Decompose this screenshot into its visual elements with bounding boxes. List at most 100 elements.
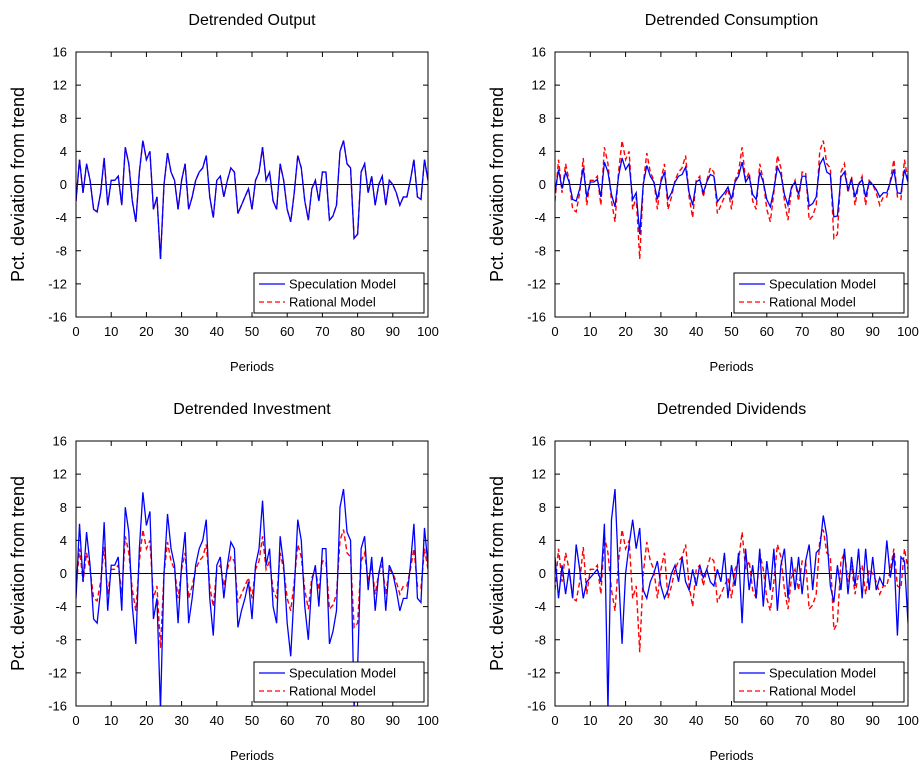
output-y-tick-label: -4 xyxy=(55,210,67,225)
dividends-x-tick-label: 30 xyxy=(654,713,668,728)
investment-x-tick-label: 30 xyxy=(174,713,188,728)
consumption-y-tick-label: 12 xyxy=(532,78,546,93)
dividends-legend-label-speculation: Speculation Model xyxy=(769,666,876,681)
consumption-legend xyxy=(733,272,905,314)
investment-y-tick-label: 16 xyxy=(53,434,67,449)
investment-x-tick-label: 80 xyxy=(350,713,364,728)
consumption-x-axis-label: Periods xyxy=(709,359,754,374)
consumption-y-tick-label: -12 xyxy=(527,276,546,291)
consumption-y-tick-label: -16 xyxy=(527,310,546,325)
output-x-tick-label: 90 xyxy=(386,324,400,339)
investment-y-tick-label: -8 xyxy=(55,632,67,647)
investment-x-tick-label: 70 xyxy=(315,713,329,728)
dividends-x-tick-label: 80 xyxy=(830,713,844,728)
dividends-x-tick-label: 10 xyxy=(583,713,597,728)
consumption-y-tick-label: -8 xyxy=(534,243,546,258)
consumption-x-tick-label: 10 xyxy=(583,324,597,339)
dividends-y-tick-label: 4 xyxy=(539,533,546,548)
output-x-tick-label: 70 xyxy=(315,324,329,339)
dividends-y-tick-label: -8 xyxy=(534,632,546,647)
dividends-y-tick-label: 8 xyxy=(539,500,546,515)
dividends-x-tick-label: 60 xyxy=(760,713,774,728)
investment-y-tick-label: 0 xyxy=(60,566,67,581)
output-y-tick-label: -16 xyxy=(48,310,67,325)
output-legend-label-speculation: Speculation Model xyxy=(289,277,396,292)
dividends-y-tick-label: 12 xyxy=(532,467,546,482)
output-x-tick-label: 50 xyxy=(245,324,259,339)
dividends-chart-title: Detrended Dividends xyxy=(657,401,806,418)
consumption-plot-frame xyxy=(554,51,909,318)
consumption-series-rational-line xyxy=(555,140,908,260)
investment-x-tick-label: 20 xyxy=(139,713,153,728)
investment-x-axis-label: Periods xyxy=(230,748,275,763)
dividends-y-tick-label: -16 xyxy=(527,699,546,714)
investment-x-tick-label: 50 xyxy=(245,713,259,728)
consumption-x-tick-label: 40 xyxy=(689,324,703,339)
dividends-y-tick-label: 0 xyxy=(539,566,546,581)
dividends-y-tick-label: -12 xyxy=(527,665,546,680)
output-x-tick-label: 100 xyxy=(417,324,439,339)
dividends-legend-label-rational: Rational Model xyxy=(769,684,856,699)
investment-y-tick-label: 8 xyxy=(60,500,67,515)
consumption-legend-label-speculation: Speculation Model xyxy=(769,277,876,292)
output-x-tick-label: 10 xyxy=(104,324,118,339)
consumption-y-tick-label: -4 xyxy=(534,210,546,225)
output-y-tick-label: 8 xyxy=(60,111,67,126)
investment-x-tick-label: 40 xyxy=(210,713,224,728)
output-x-tick-label: 0 xyxy=(72,324,79,339)
investment-y-tick-label: 12 xyxy=(53,467,67,482)
consumption-chart-title: Detrended Consumption xyxy=(645,12,818,29)
output-legend xyxy=(253,272,425,314)
investment-plot-frame xyxy=(75,440,429,707)
investment-series-speculation-line xyxy=(76,488,428,706)
dividends-x-tick-label: 70 xyxy=(795,713,809,728)
dividends-x-tick-label: 50 xyxy=(724,713,738,728)
output-x-tick-label: 20 xyxy=(139,324,153,339)
output-y-tick-label: 4 xyxy=(60,144,67,159)
output-x-tick-label: 80 xyxy=(350,324,364,339)
output-y-tick-label: 0 xyxy=(60,177,67,192)
output-y-tick-label: 12 xyxy=(53,78,67,93)
consumption-x-tick-label: 70 xyxy=(795,324,809,339)
investment-y-tick-label: -16 xyxy=(48,699,67,714)
dividends-series-speculation-line xyxy=(555,488,908,706)
output-chart-title: Detrended Output xyxy=(188,12,316,29)
consumption-y-tick-label: 4 xyxy=(539,144,546,159)
investment-x-tick-label: 10 xyxy=(104,713,118,728)
consumption-x-tick-label: 80 xyxy=(830,324,844,339)
dividends-x-tick-label: 100 xyxy=(897,713,919,728)
consumption-x-tick-label: 30 xyxy=(654,324,668,339)
output-y-tick-label: 16 xyxy=(53,45,67,60)
output-y-axis-label: Pct. deviation from trend xyxy=(8,87,28,282)
consumption-x-tick-label: 100 xyxy=(897,324,919,339)
investment-y-axis-label: Pct. deviation from trend xyxy=(8,476,28,671)
consumption-y-axis-label: Pct. deviation from trend xyxy=(487,87,507,282)
dividends-y-tick-label: 16 xyxy=(532,434,546,449)
output-series-speculation-line xyxy=(76,140,428,260)
dividends-x-tick-label: 0 xyxy=(551,713,558,728)
dividends-y-axis-label: Pct. deviation from trend xyxy=(487,476,507,671)
investment-y-tick-label: -4 xyxy=(55,599,67,614)
investment-legend xyxy=(253,661,425,703)
output-x-axis-label: Periods xyxy=(230,359,275,374)
output-x-tick-label: 40 xyxy=(210,324,224,339)
dividends-x-tick-label: 90 xyxy=(865,713,879,728)
investment-y-tick-label: 4 xyxy=(60,533,67,548)
output-y-tick-label: -12 xyxy=(48,276,67,291)
dividends-legend xyxy=(733,661,905,703)
investment-series-rational-line xyxy=(76,529,428,649)
investment-x-tick-label: 100 xyxy=(417,713,439,728)
dividends-series-rational-line xyxy=(555,529,908,653)
output-x-tick-label: 60 xyxy=(280,324,294,339)
dividends-x-tick-label: 20 xyxy=(618,713,632,728)
output-y-tick-label: -8 xyxy=(55,243,67,258)
consumption-x-tick-label: 90 xyxy=(865,324,879,339)
dividends-plot-frame xyxy=(554,440,909,707)
dividends-x-tick-label: 40 xyxy=(689,713,703,728)
output-legend-label-rational: Rational Model xyxy=(289,295,376,310)
consumption-y-tick-label: 8 xyxy=(539,111,546,126)
